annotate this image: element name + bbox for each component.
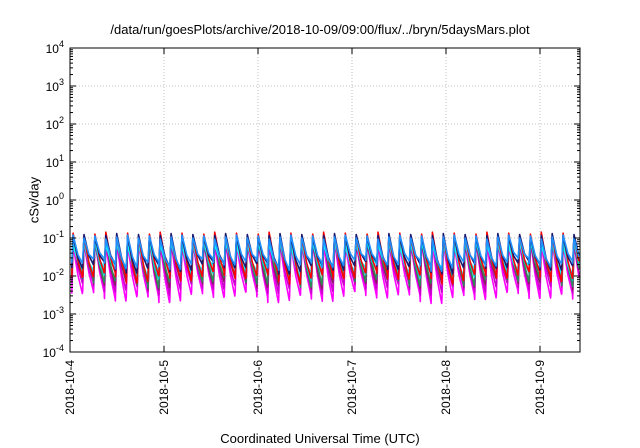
x-tick-label: 2018-10-5 bbox=[157, 360, 171, 415]
x-tick-label: 2018-10-6 bbox=[251, 360, 265, 415]
series-line bbox=[71, 234, 580, 272]
y-tick-label: 10-4 bbox=[43, 343, 64, 360]
y-tick-label: 104 bbox=[46, 39, 64, 56]
axis-ticks: 10-4 10-3 10-2 10-1 100 101 102 103 104 2018-10-4… bbox=[43, 39, 580, 415]
x-axis-title: Coordinated Universal Time (UTC) bbox=[220, 431, 420, 446]
y-axis-label: cSv/day bbox=[26, 176, 42, 224]
grid-lines bbox=[70, 48, 580, 352]
y-tick-label: 100 bbox=[46, 191, 64, 208]
y-tick-label: 102 bbox=[46, 115, 64, 132]
y-tick-label: 10-3 bbox=[43, 305, 64, 322]
x-tick-label: 2018-10-7 bbox=[345, 360, 359, 415]
series-lines bbox=[71, 231, 580, 305]
y-tick-label: 103 bbox=[46, 77, 64, 94]
series-line bbox=[71, 231, 580, 285]
x-tick-label: 2018-10-4 bbox=[63, 360, 77, 415]
y-tick-label: 101 bbox=[46, 153, 64, 170]
x-tick-label: 2018-10-9 bbox=[533, 360, 547, 415]
x-tick-label: 2018-10-8 bbox=[439, 360, 453, 415]
plot-frame bbox=[69, 47, 581, 353]
y-tick-label: 10-1 bbox=[43, 229, 64, 246]
chart-title: /data/run/goesPlots/archive/2018-10-09/0… bbox=[110, 22, 530, 37]
y-tick-label: 10-2 bbox=[43, 267, 64, 284]
